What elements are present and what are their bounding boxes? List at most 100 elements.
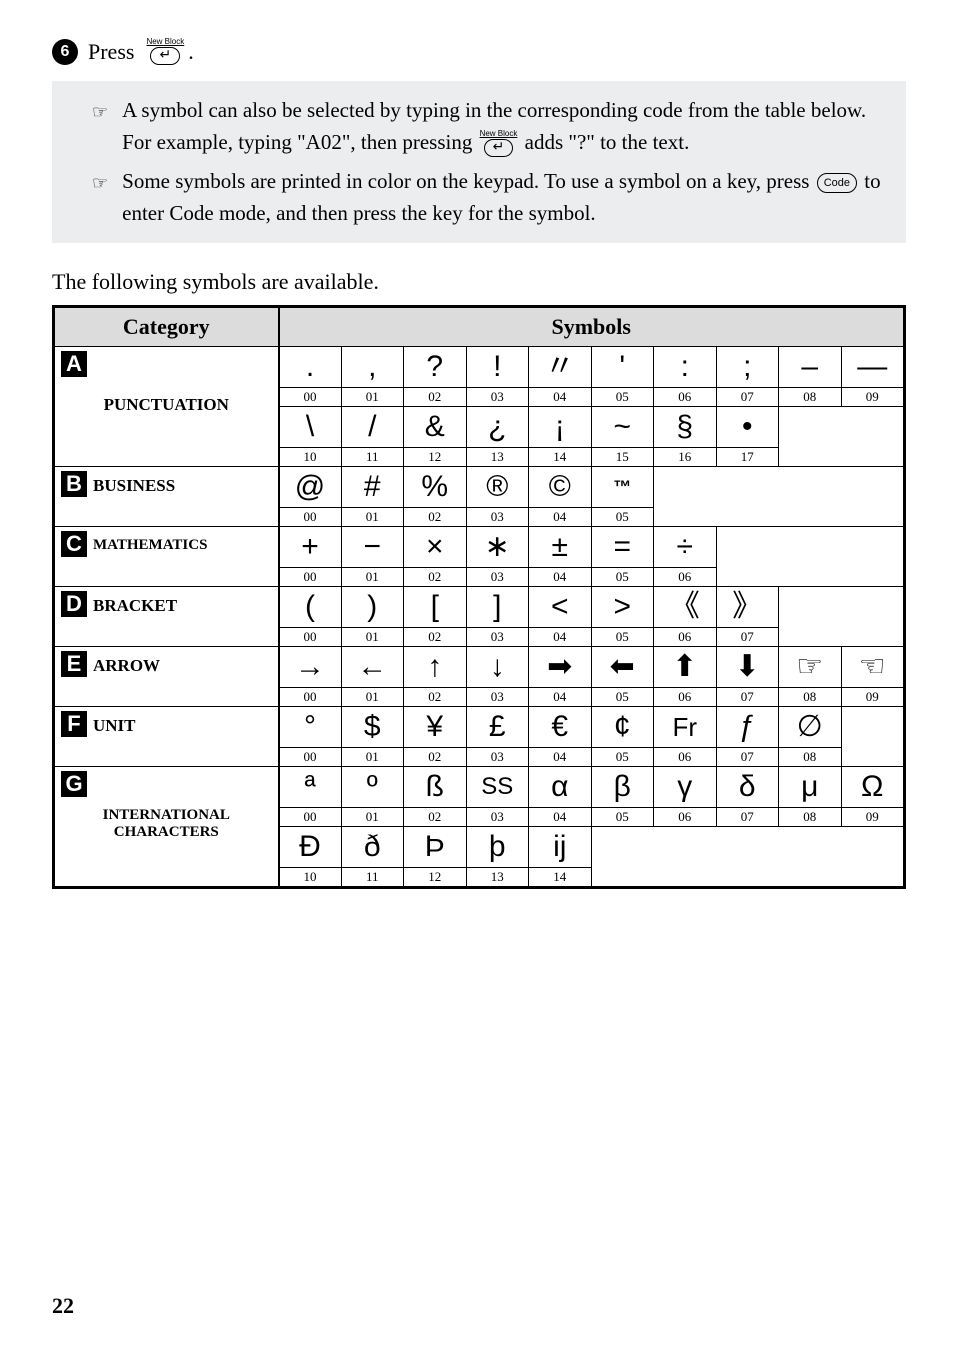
- sym: ]03: [466, 587, 529, 647]
- col-category: Category: [55, 308, 279, 347]
- pointing-hand-icon: ☞: [92, 166, 108, 229]
- sym: º01: [341, 767, 404, 827]
- row-punctuation-1: A PUNCTUATION .00 ,01 ?02 !03 〃04 '05 :0…: [55, 347, 904, 407]
- sym: SS03: [466, 767, 529, 827]
- sym: >05: [591, 587, 654, 647]
- row-bracket: D BRACKET (00 )01 [02 ]03 <04 >05 《06 》0…: [55, 587, 904, 647]
- page-number: 22: [52, 1293, 74, 1319]
- sym: §16: [654, 407, 717, 467]
- cat-international: G INTERNATIONAL CHARACTERS: [55, 767, 279, 887]
- sym: 《06: [654, 587, 717, 647]
- empty-cell: [779, 587, 904, 647]
- step-line: 6 Press New Block ↵ .: [52, 38, 906, 65]
- header-row: Category Symbols: [55, 308, 904, 347]
- sym: ←01: [341, 647, 404, 707]
- sym: –08: [779, 347, 842, 407]
- sym: ⬆06: [654, 647, 717, 707]
- sym: ⬇07: [716, 647, 779, 707]
- sym: ?02: [404, 347, 467, 407]
- sym: ¡14: [529, 407, 592, 467]
- sym: :06: [654, 347, 717, 407]
- sym: <04: [529, 587, 592, 647]
- sym: ↓03: [466, 647, 529, 707]
- sym: .00: [279, 347, 342, 407]
- sym: ª00: [279, 767, 342, 827]
- row-international-1: G INTERNATIONAL CHARACTERS ª00 º01 ß02 S…: [55, 767, 904, 827]
- sym: ĳ14: [529, 827, 592, 887]
- sym: •17: [716, 407, 779, 467]
- sym: €04: [529, 707, 592, 767]
- sym: α04: [529, 767, 592, 827]
- sym: γ06: [654, 767, 717, 827]
- sym: ÷06: [654, 527, 717, 587]
- sym: %02: [404, 467, 467, 527]
- enter-key-icon: New Block ↵: [146, 38, 184, 65]
- cat-unit: F UNIT: [55, 707, 279, 767]
- sym: '05: [591, 347, 654, 407]
- sym: ⬅05: [591, 647, 654, 707]
- symbols-table-wrapper: Category Symbols A PUNCTUATION .00 ,01 ?…: [52, 305, 906, 889]
- sym: £03: [466, 707, 529, 767]
- note-2: ☞ Some symbols are printed in color on t…: [92, 166, 888, 229]
- sym: @00: [279, 467, 342, 527]
- notes-block: ☞ A symbol can also be selected by typin…: [52, 81, 906, 243]
- intro-text: The following symbols are available.: [52, 269, 906, 295]
- sym: ☞08: [779, 647, 842, 707]
- row-mathematics: C MATHEMATICS +00 −01 ×02 ∗03 ±04 =05 ÷0…: [55, 527, 904, 587]
- sym: ©04: [529, 467, 592, 527]
- sym: ð11: [341, 827, 404, 887]
- sym: ∅08: [779, 707, 842, 767]
- empty-cell: [591, 827, 904, 887]
- sym: /11: [341, 407, 404, 467]
- sym: ↑02: [404, 647, 467, 707]
- sym: ß02: [404, 767, 467, 827]
- sym: +00: [279, 527, 342, 587]
- empty-cell: [654, 467, 904, 527]
- sym: Fr06: [654, 707, 717, 767]
- row-arrow: E ARROW →00 ←01 ↑02 ↓03 ➡04 ⬅05 ⬆06 ⬇07 …: [55, 647, 904, 707]
- sym: →00: [279, 647, 342, 707]
- sym: ƒ07: [716, 707, 779, 767]
- sym: þ13: [466, 827, 529, 887]
- sym: =05: [591, 527, 654, 587]
- cat-business: B BUSINESS: [55, 467, 279, 527]
- sym: ~15: [591, 407, 654, 467]
- sym: ¿13: [466, 407, 529, 467]
- sym: ¢05: [591, 707, 654, 767]
- sym: (00: [279, 587, 342, 647]
- sym: [02: [404, 587, 467, 647]
- sym: ,01: [341, 347, 404, 407]
- sym: ®03: [466, 467, 529, 527]
- note-2-text: Some symbols are printed in color on the…: [122, 166, 888, 229]
- sym: ;07: [716, 347, 779, 407]
- sym: ™05: [591, 467, 654, 527]
- sym: ×02: [404, 527, 467, 587]
- row-unit: F UNIT °00 $01 ¥02 £03 €04 ¢05 Fr06 ƒ07 …: [55, 707, 904, 767]
- sym: $01: [341, 707, 404, 767]
- sym: ∗03: [466, 527, 529, 587]
- sym: )01: [341, 587, 404, 647]
- sym: &12: [404, 407, 467, 467]
- sym: #01: [341, 467, 404, 527]
- note-1: ☞ A symbol can also be selected by typin…: [92, 95, 888, 158]
- cat-arrow: E ARROW: [55, 647, 279, 707]
- col-symbols: Symbols: [279, 308, 904, 347]
- sym: —09: [841, 347, 904, 407]
- sym: \10: [279, 407, 342, 467]
- sym: β05: [591, 767, 654, 827]
- sym: ¥02: [404, 707, 467, 767]
- sym: Þ12: [404, 827, 467, 887]
- empty-cell: [779, 407, 904, 467]
- enter-key-icon: New Block ↵: [480, 130, 518, 157]
- empty-cell: [841, 707, 904, 767]
- sym: ☜09: [841, 647, 904, 707]
- sym: 〃04: [529, 347, 592, 407]
- sym: °00: [279, 707, 342, 767]
- note-1-text: A symbol can also be selected by typing …: [122, 95, 888, 158]
- cat-mathematics: C MATHEMATICS: [55, 527, 279, 587]
- sym: δ07: [716, 767, 779, 827]
- sym: Đ10: [279, 827, 342, 887]
- sym: μ08: [779, 767, 842, 827]
- cat-bracket: D BRACKET: [55, 587, 279, 647]
- row-business: B BUSINESS @00 #01 %02 ®03 ©04 ™05: [55, 467, 904, 527]
